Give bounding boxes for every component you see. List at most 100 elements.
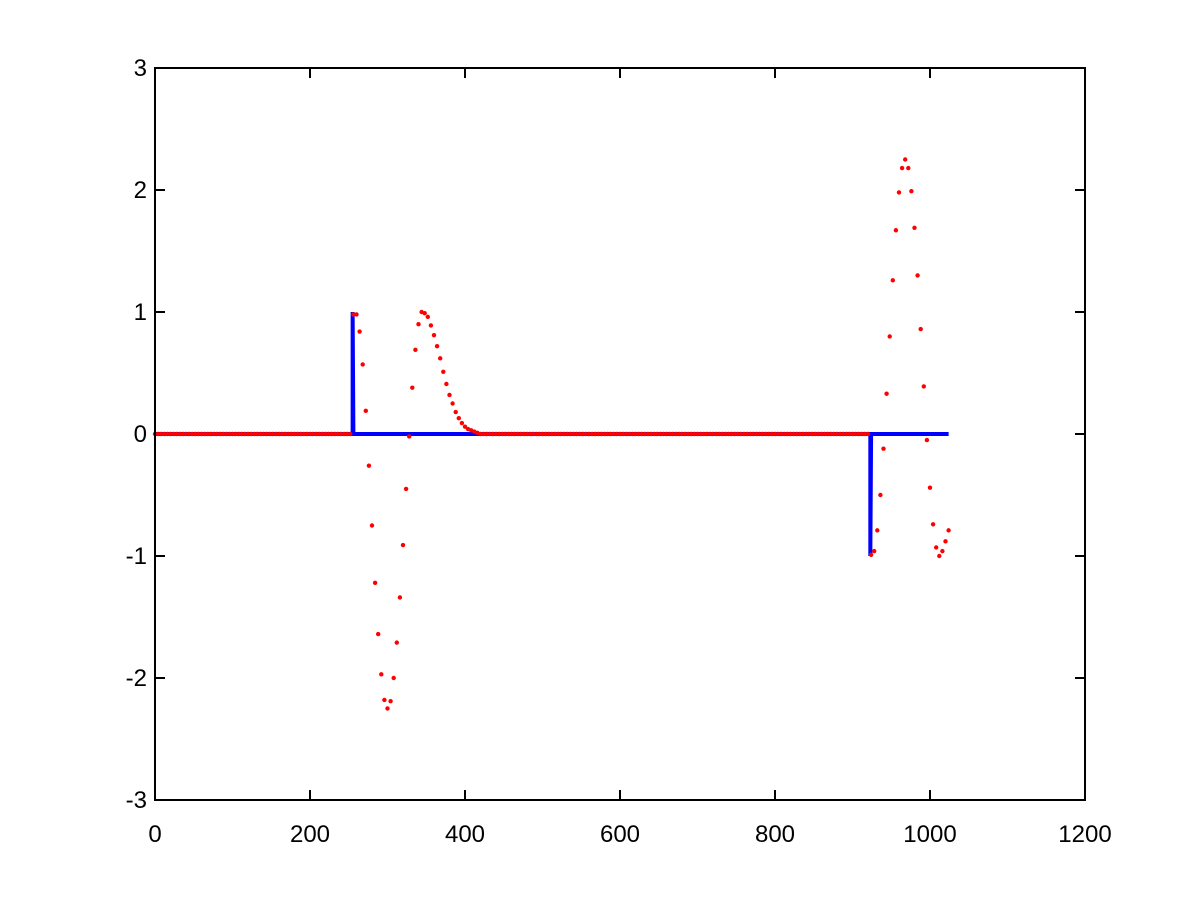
data-point xyxy=(648,431,654,437)
data-point xyxy=(810,431,815,437)
data-point xyxy=(453,409,458,415)
data-point xyxy=(574,431,579,437)
data-point xyxy=(335,431,341,437)
data-point xyxy=(608,431,613,437)
data-point xyxy=(850,431,855,437)
data-point xyxy=(500,431,505,437)
data-point xyxy=(682,431,688,437)
data-point xyxy=(484,431,489,437)
data-point xyxy=(775,431,781,437)
x-tick-label: 800 xyxy=(755,821,795,848)
data-point xyxy=(255,431,260,437)
data-point xyxy=(304,431,310,437)
data-point xyxy=(596,431,601,437)
data-point xyxy=(679,431,685,437)
data-point xyxy=(884,391,889,396)
data-point xyxy=(493,431,499,437)
data-point xyxy=(664,431,669,437)
data-point xyxy=(875,528,880,533)
y-tick-label: -1 xyxy=(126,543,147,570)
data-point xyxy=(351,312,356,317)
data-point xyxy=(695,431,700,437)
x-tick-label: 200 xyxy=(290,821,330,848)
data-point xyxy=(670,431,675,437)
data-point xyxy=(686,431,691,437)
data-point xyxy=(881,446,886,451)
data-point xyxy=(549,431,554,437)
data-point xyxy=(410,385,415,390)
y-tick-label: 1 xyxy=(134,299,147,326)
data-point xyxy=(360,362,365,367)
data-point xyxy=(757,431,762,437)
y-tick-label: -2 xyxy=(126,665,147,692)
data-point xyxy=(261,431,266,437)
data-point xyxy=(903,157,908,162)
data-point xyxy=(509,431,514,437)
data-point xyxy=(658,431,663,437)
data-point xyxy=(803,431,809,437)
data-point xyxy=(403,486,409,492)
data-point xyxy=(456,415,461,421)
data-point xyxy=(531,431,536,437)
data-point xyxy=(307,431,313,437)
data-point xyxy=(208,431,213,437)
data-point xyxy=(627,431,632,437)
x-tick-label: 0 xyxy=(148,821,161,848)
data-point xyxy=(676,431,682,437)
data-point xyxy=(270,431,275,437)
data-point xyxy=(636,431,641,437)
data-point xyxy=(552,431,558,437)
data-point xyxy=(837,431,843,437)
data-point xyxy=(726,431,731,437)
data-point xyxy=(245,431,251,437)
data-point xyxy=(593,431,598,437)
data-point xyxy=(744,431,750,437)
data-point xyxy=(221,431,226,437)
data-point xyxy=(586,431,592,437)
data-point xyxy=(177,431,182,437)
data-point xyxy=(329,431,334,437)
data-point xyxy=(673,431,678,437)
data-point xyxy=(862,431,868,437)
data-point xyxy=(555,431,561,437)
data-point xyxy=(617,431,623,437)
data-point xyxy=(940,548,945,554)
data-point xyxy=(434,343,440,349)
data-point xyxy=(193,431,198,437)
data-point xyxy=(537,431,542,437)
data-point xyxy=(264,431,269,437)
data-point xyxy=(934,545,939,550)
axes-box xyxy=(154,67,1086,801)
data-point xyxy=(289,431,294,437)
data-point xyxy=(211,431,217,437)
data-point xyxy=(214,431,220,437)
data-point xyxy=(896,190,902,195)
data-point xyxy=(317,431,322,437)
data-point xyxy=(252,431,257,437)
data-point xyxy=(441,369,446,374)
data-point xyxy=(320,431,325,437)
data-point xyxy=(825,431,830,437)
data-point xyxy=(887,334,892,339)
y-tick-label: 3 xyxy=(134,55,147,82)
data-point xyxy=(633,431,638,437)
data-point xyxy=(844,431,849,437)
data-point xyxy=(199,431,204,437)
data-point xyxy=(692,431,697,437)
data-point xyxy=(236,431,241,437)
data-point xyxy=(642,431,647,437)
data-point xyxy=(298,431,303,437)
data-point xyxy=(785,431,790,437)
data-point xyxy=(450,401,455,406)
data-point xyxy=(168,431,173,437)
data-point xyxy=(859,431,864,437)
data-point xyxy=(372,580,378,586)
data-point xyxy=(865,431,871,437)
data-point xyxy=(788,431,793,437)
data-point xyxy=(741,431,747,437)
data-point xyxy=(769,431,775,437)
x-tick-label: 1000 xyxy=(903,821,956,848)
data-point xyxy=(295,431,300,437)
data-point xyxy=(921,384,926,389)
